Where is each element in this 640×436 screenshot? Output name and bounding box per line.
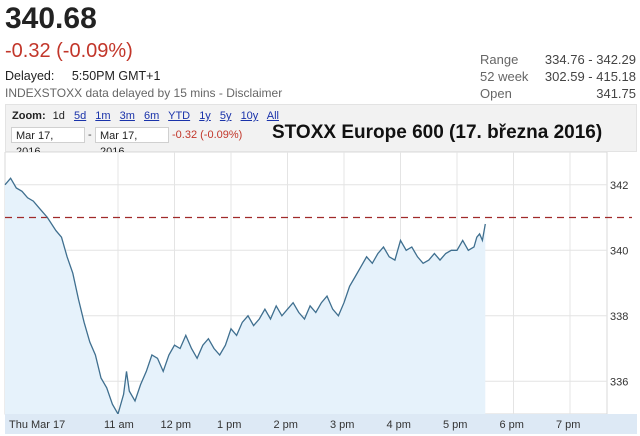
chart-controls: Zoom: 1d 5d 1m 3m 6m YTD 1y 5y 10y All M… [5,104,637,158]
stat-range: Range 334.76 - 342.29 [480,52,636,69]
x-tick-label: 5 pm [443,419,467,431]
x-tick-label: 1 pm [217,419,241,431]
x-tick-label: Thu Mar 17 [9,419,65,431]
stat-value: 302.59 - 415.18 [544,69,636,84]
zoom-5y[interactable]: 5y [219,110,232,122]
x-tick-label: 11 am [104,419,134,431]
y-tick-label: 340 [610,245,628,257]
x-tick-label: 3 pm [330,419,354,431]
date-from-input[interactable]: Mar 17, 2016 [11,127,85,158]
overlay-title: STOXX Europe 600 (17. března 2016) [272,122,603,143]
data-source-note: INDEXSTOXX data delayed by 15 mins - Dis… [5,86,283,100]
y-axis: 336 338 340 342 [610,180,628,389]
x-tick-label: 4 pm [387,419,411,431]
zoom-6m[interactable]: 6m [143,110,160,122]
x-tick-label: 7 pm [556,419,580,431]
series-line [4,177,486,416]
zoom-5d[interactable]: 5d [73,110,87,122]
y-tick-label: 336 [610,376,628,388]
delayed-label: Delayed: [5,69,55,83]
stat-52-week: 52 week 302.59 - 415.18 [480,69,636,86]
stat-open: Open 341.75 [480,86,636,103]
x-tick-label: 2 pm [274,419,298,431]
zoom-3m[interactable]: 3m [119,110,135,122]
date-to-input[interactable]: Mar 17, 2016 [95,127,169,158]
x-axis-bar [5,414,637,434]
zoom-10y[interactable]: 10y [240,110,259,122]
stat-label: Range [480,52,519,67]
y-tick-label: 338 [610,311,628,323]
zoom-1y[interactable]: 1y [199,110,211,122]
stat-value: 334.76 - 342.29 [544,52,636,67]
zoom-label: Zoom: [12,110,46,122]
quote-change: -0.32 (-0.09%) [5,40,133,62]
quote-price: 340.68 [5,2,97,35]
delayed-info: Delayed: 5:50PM GMT+1 [5,69,160,83]
series-area-fill [5,178,486,414]
x-axis: Thu Mar 17 11 am 12 pm 1 pm 2 pm 3 pm 4 pm 5 pm… [9,419,580,431]
date-separator: - [88,129,92,141]
stat-label: Open [480,86,512,101]
range-change: -0.32 (-0.09%) [172,129,243,141]
zoom-1m[interactable]: 1m [95,110,111,122]
zoom-ytd[interactable]: YTD [168,110,191,122]
zoom-bar: Zoom: 1d 5d 1m 3m 6m YTD 1y 5y 10y All [12,110,285,122]
zoom-all[interactable]: All [266,110,279,122]
delayed-time: 5:50PM GMT+1 [71,69,161,83]
price-chart[interactable]: 336 338 340 342 Thu Mar 17 11 am 12 pm 1 pm 2 p… [0,152,640,436]
stat-label: 52 week [480,69,529,84]
x-tick-label: 6 pm [500,419,524,431]
quote-stats: Range 334.76 - 342.29 52 week 302.59 - 4… [480,52,636,103]
y-tick-label: 342 [610,180,628,192]
stat-value: 341.75 [596,86,636,101]
zoom-1d[interactable]: 1d [52,110,65,122]
x-tick-label: 12 pm [161,419,192,431]
